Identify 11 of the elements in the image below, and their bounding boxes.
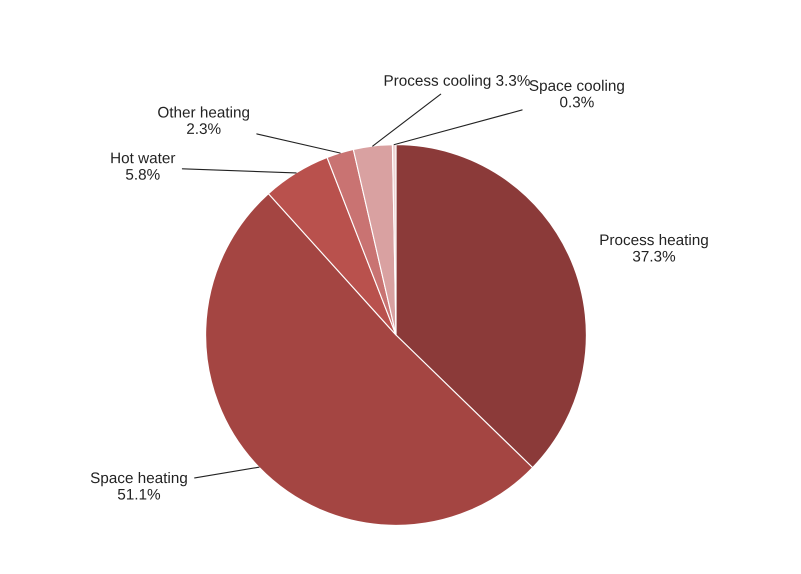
slice-label: Space heating: [90, 472, 187, 486]
data-label: 2.3%: [187, 123, 221, 134]
data-label: 51.1%: [118, 488, 160, 500]
data-label: 37.3%: [632, 250, 676, 262]
slice-label: Space cooling: [530, 80, 624, 94]
slice-label: Process heating: [600, 234, 708, 248]
data-label: 5.8%: [126, 168, 160, 180]
slice-label: Process cooling 3.3%: [384, 74, 530, 89]
slice-label: Hot water: [111, 152, 176, 164]
data-label: 0.3%: [560, 96, 594, 108]
slice-label: Other heating: [158, 106, 250, 121]
